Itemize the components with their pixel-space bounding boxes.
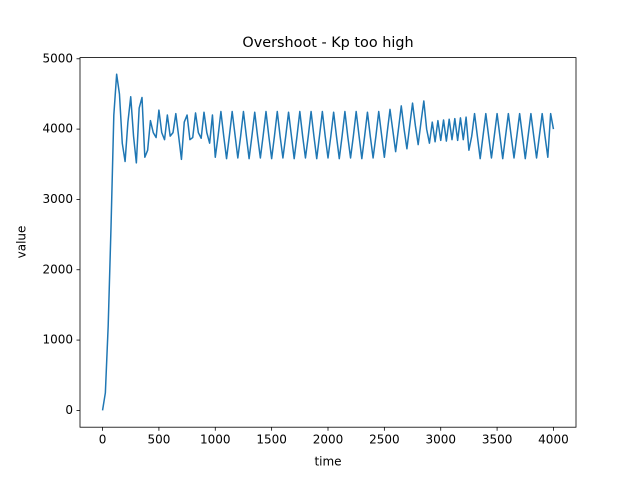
x-tick-label: 1000 bbox=[200, 433, 231, 447]
x-tick-label: 3500 bbox=[482, 433, 513, 447]
y-tick-label: 0 bbox=[65, 403, 73, 417]
chart-title: Overshoot - Kp too high bbox=[242, 35, 413, 51]
x-tick-label: 2500 bbox=[369, 433, 400, 447]
x-tick-label: 3000 bbox=[425, 433, 456, 447]
x-tick-label: 2000 bbox=[313, 433, 344, 447]
x-tick-label: 4000 bbox=[538, 433, 569, 447]
y-axis-label: value bbox=[15, 226, 29, 259]
y-tick-label: 2000 bbox=[42, 262, 73, 276]
x-tick-label: 500 bbox=[147, 433, 170, 447]
data-line bbox=[101, 73, 555, 411]
y-tick-label: 4000 bbox=[42, 122, 73, 136]
x-tick-label: 1500 bbox=[256, 433, 287, 447]
y-tick-label: 1000 bbox=[42, 333, 73, 347]
plot-frame bbox=[79, 57, 577, 428]
x-axis-label: time bbox=[314, 455, 341, 469]
y-tick-label: 3000 bbox=[42, 192, 73, 206]
y-tick-label: 5000 bbox=[42, 51, 73, 65]
x-tick-label: 0 bbox=[99, 433, 107, 447]
